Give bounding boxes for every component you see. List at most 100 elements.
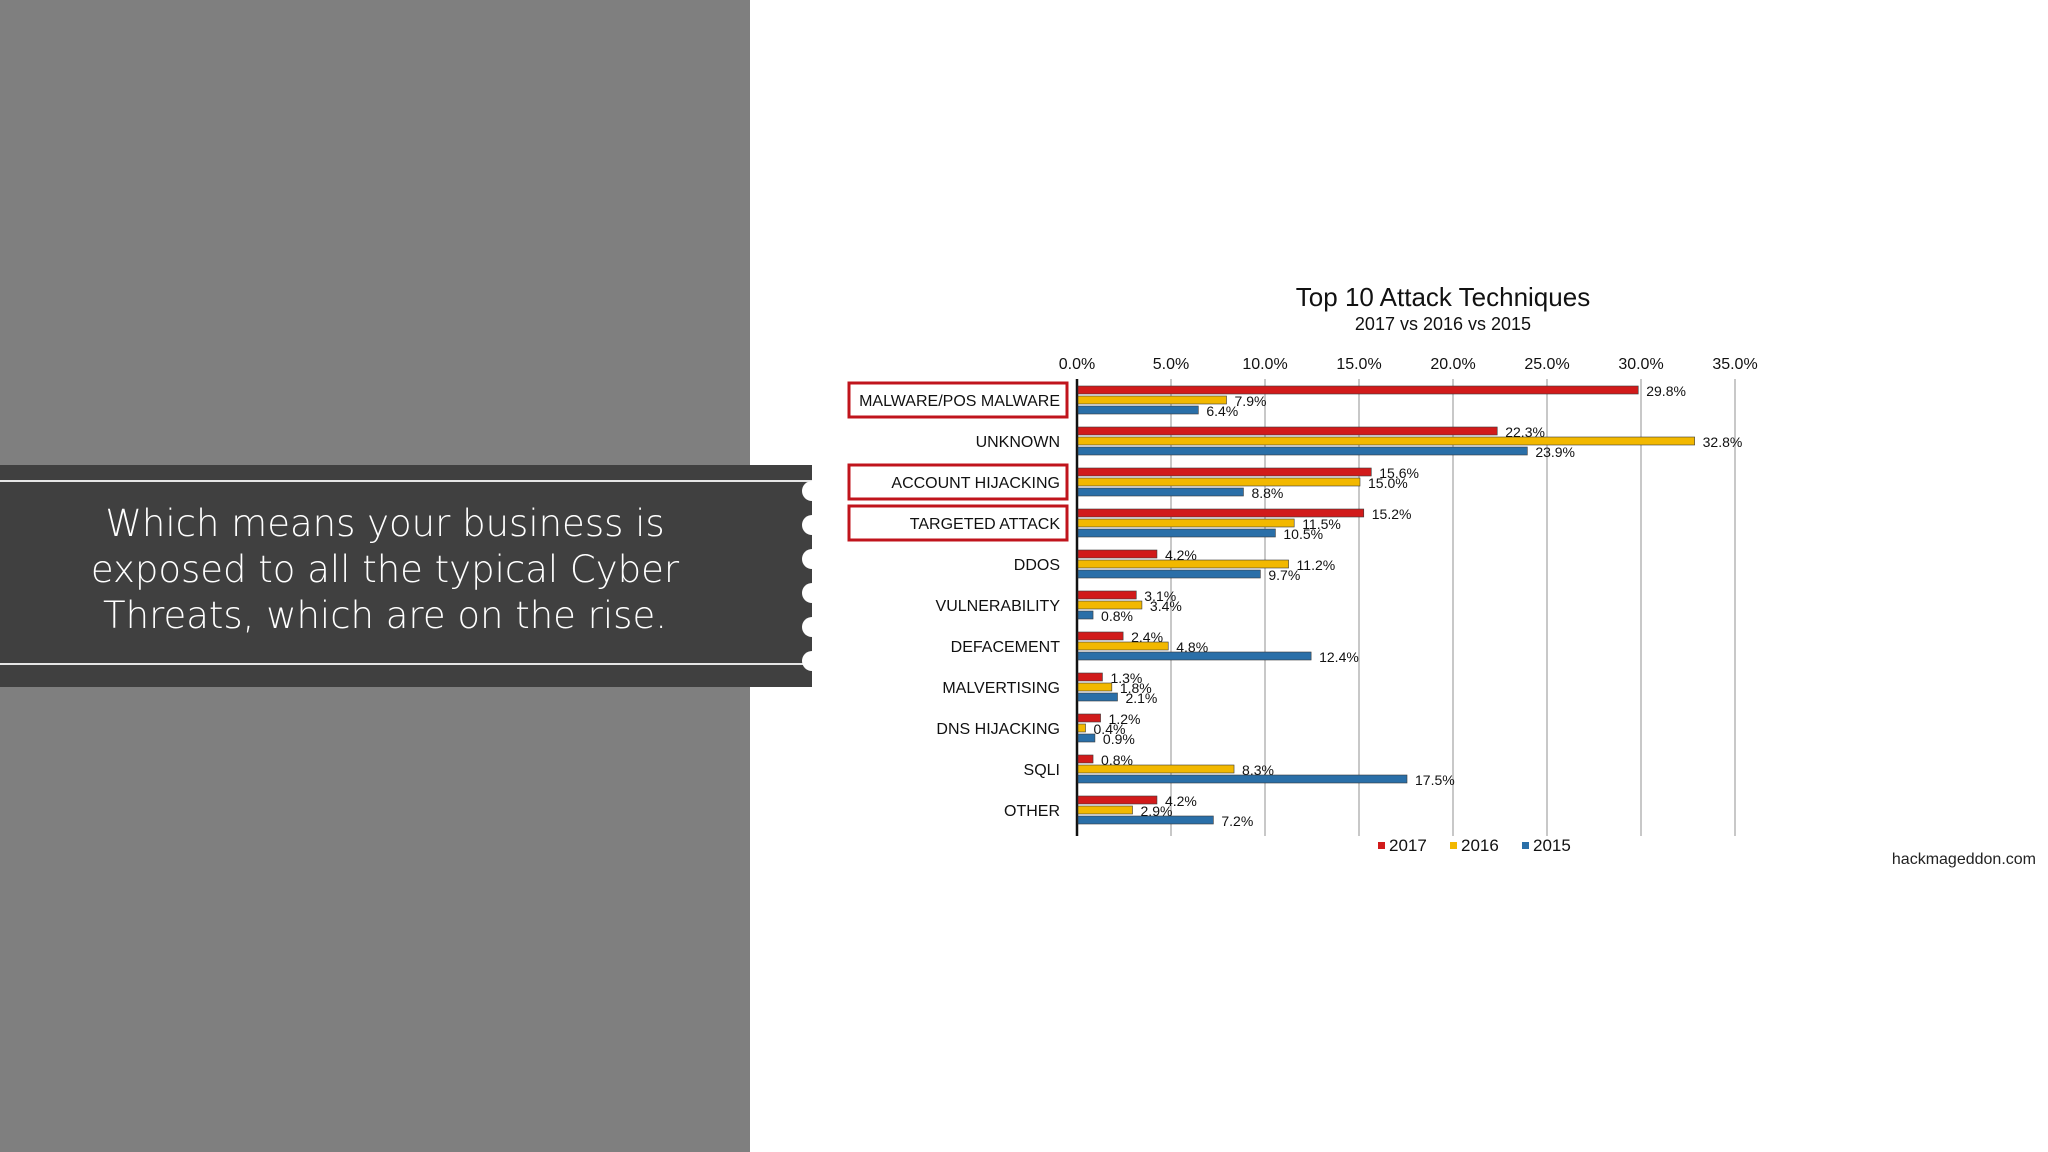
legend: 2017 2016 2015 (1378, 836, 1571, 855)
bar-2017 (1077, 754, 1094, 764)
legend-swatch-2017 (1378, 842, 1385, 849)
bar-2015 (1077, 692, 1118, 702)
labels: MALWARE/POS MALWARE 29.8% 7.9%6.4% UNKNOWN 2… (859, 383, 1742, 829)
category-label: UNKNOWN (976, 434, 1060, 451)
text-banner: Which means your business is exposed to … (0, 465, 822, 687)
data-label-2015: 7.2% (1221, 813, 1253, 829)
banner-text: Which means your business is exposed to … (90, 502, 680, 637)
category-label: VULNERABILITY (936, 598, 1061, 615)
bar-2016 (1077, 764, 1235, 774)
data-label-2017: 4.2% (1165, 793, 1197, 809)
banner-notch (802, 549, 822, 569)
x-tick-label: 5.0% (1153, 356, 1189, 373)
bar-2017 (1077, 631, 1124, 641)
data-label-2015: 0.8% (1101, 608, 1133, 624)
chart-subtitle: 2017 vs 2016 vs 2015 (1355, 314, 1531, 334)
bars (1077, 385, 1695, 825)
banner-notch (802, 583, 822, 603)
attack-techniques-chart: Top 10 Attack Techniques 2017 vs 2016 vs… (847, 282, 2036, 868)
data-label-2015: 12.4% (1319, 649, 1359, 665)
chart-area: Top 10 Attack Techniques 2017 vs 2016 vs… (830, 270, 2048, 900)
bar-2017 (1077, 467, 1372, 477)
data-label-2017: 15.6% (1379, 465, 1419, 481)
data-label-2017: 15.2% (1372, 506, 1412, 522)
data-label-2016: 11.2% (1297, 557, 1336, 573)
legend-swatch-2016 (1450, 842, 1457, 849)
data-label-2016: 15.0% (1368, 475, 1408, 491)
data-label-2016: 1.8% (1120, 680, 1152, 696)
bar-2017 (1077, 426, 1498, 436)
x-tick-label: 10.0% (1242, 356, 1287, 373)
data-label-2015: 17.5% (1415, 772, 1455, 788)
banner-top-rule (0, 480, 812, 482)
category-label: OTHER (1004, 803, 1060, 820)
data-label-2015: 9.7% (1268, 567, 1300, 583)
x-tick-label: 25.0% (1524, 356, 1569, 373)
data-label-2016: 2.9% (1141, 803, 1173, 819)
data-label-2016: 0.4% (1094, 721, 1126, 737)
x-tick-label: 30.0% (1618, 356, 1663, 373)
legend-label-2016: 2016 (1461, 836, 1499, 855)
data-label-2016: 4.8% (1176, 639, 1208, 655)
bar-2015 (1077, 446, 1528, 456)
legend-label-2015: 2015 (1533, 836, 1571, 855)
data-label-2015: 8.8% (1251, 485, 1283, 501)
banner-notch (802, 481, 822, 501)
data-label-2017: 0.8% (1101, 752, 1133, 768)
category-label: SQLI (1024, 762, 1060, 779)
bar-2016 (1077, 723, 1086, 733)
category-label: MALWARE/POS MALWARE (859, 393, 1060, 410)
bar-2015 (1077, 569, 1261, 579)
data-label-2015: 2.1% (1125, 690, 1157, 706)
bar-2017 (1077, 713, 1101, 723)
highlight-boxes (847, 381, 1069, 542)
banner-bottom-rule (0, 663, 812, 665)
category-highlight-box (847, 381, 1069, 419)
chart-source: hackmageddon.com (1892, 851, 2036, 868)
bar-2015 (1077, 651, 1312, 661)
data-label-2016: 32.8% (1703, 434, 1743, 450)
bar-2017 (1077, 672, 1103, 682)
banner-notch (802, 617, 822, 637)
data-label-2016: 8.3% (1242, 762, 1274, 778)
x-tick-label: 0.0% (1059, 356, 1095, 373)
category-label: TARGETED ATTACK (910, 516, 1061, 533)
bar-2017 (1077, 549, 1158, 559)
bar-2015 (1077, 815, 1214, 825)
data-label-2017: 22.3% (1505, 424, 1545, 440)
bar-2016 (1077, 805, 1133, 815)
data-label-2017: 3.1% (1144, 588, 1176, 604)
banner-notch (802, 651, 822, 671)
data-label-2017: 1.2% (1109, 711, 1141, 727)
bar-2015 (1077, 733, 1096, 743)
category-label: ACCOUNT HIJACKING (891, 475, 1060, 492)
bar-2016 (1077, 682, 1113, 692)
category-highlight-box (847, 504, 1069, 542)
bar-2016 (1077, 436, 1695, 446)
bar-2015 (1077, 774, 1408, 784)
bar-2016 (1077, 600, 1143, 610)
category-highlight-box (847, 463, 1069, 501)
data-label-2016: 11.5% (1302, 516, 1341, 532)
bar-2016 (1077, 477, 1361, 487)
category-label: DEFACEMENT (951, 639, 1061, 656)
legend-label-2017: 2017 (1389, 836, 1427, 855)
category-label: DNS HIJACKING (936, 721, 1060, 738)
x-tick-label: 35.0% (1712, 356, 1757, 373)
data-label-2017: 29.8% (1646, 383, 1686, 399)
bar-2016 (1077, 395, 1227, 405)
data-label-2016: 7.9% (1235, 393, 1267, 409)
legend-swatch-2015 (1522, 842, 1529, 849)
bar-2017 (1077, 508, 1365, 518)
bar-2015 (1077, 610, 1094, 620)
banner-notch (802, 515, 822, 535)
data-label-2015: 23.9% (1535, 444, 1575, 460)
x-tick-label: 20.0% (1430, 356, 1475, 373)
bar-2016 (1077, 518, 1295, 528)
category-label: DDOS (1014, 557, 1060, 574)
bar-2016 (1077, 559, 1289, 569)
category-label: MALVERTISING (942, 680, 1060, 697)
bar-2015 (1077, 405, 1199, 415)
bar-2015 (1077, 487, 1244, 497)
data-label-2016: 3.4% (1150, 598, 1182, 614)
